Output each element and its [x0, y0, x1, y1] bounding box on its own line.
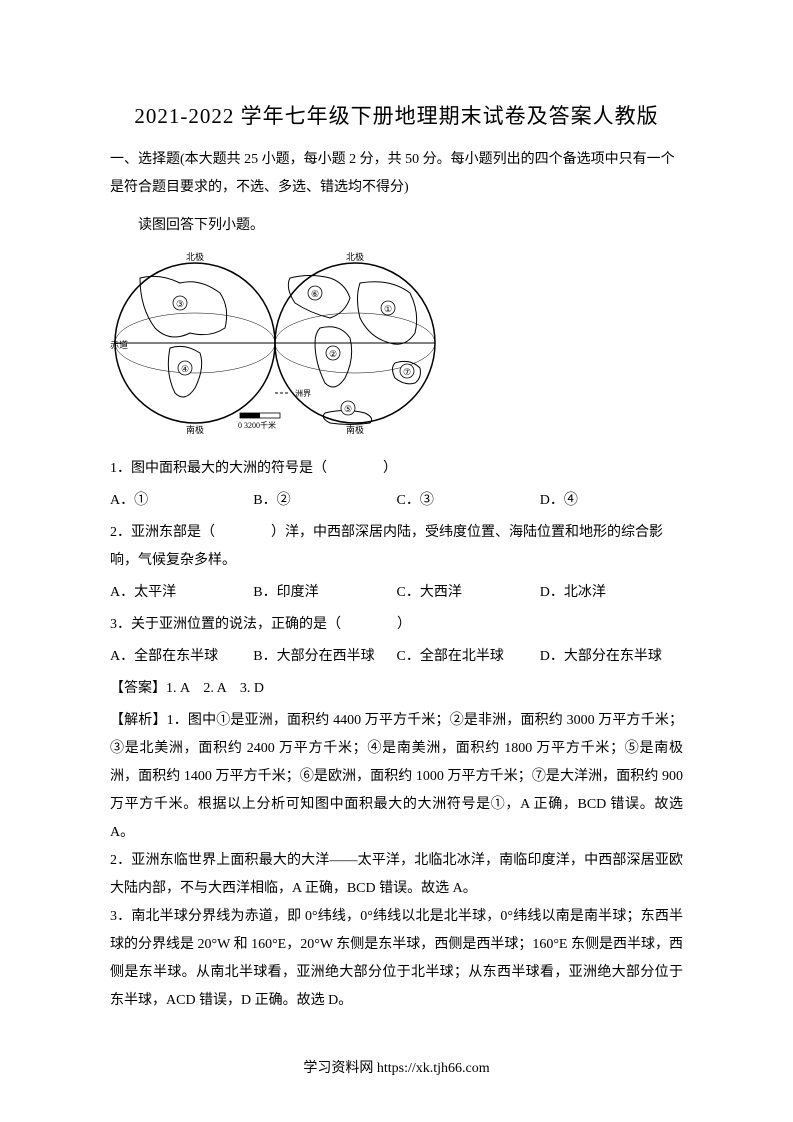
explanation-2: 2．亚洲东临世界上面积最大的大洋——太平洋，北临北冰洋，南临印度洋，中西部深居亚…: [110, 847, 683, 903]
q2-option-d: D．北冰洋: [540, 579, 683, 607]
map-label-7: ⑦: [403, 367, 411, 377]
q1-option-c: C．③: [397, 487, 540, 515]
q2-option-c: C．大西洋: [397, 579, 540, 607]
scale-label: 0 3200千米: [238, 420, 276, 430]
question-3-options: A．全部在东半球 B．大部分在西半球 C．全部在北半球 D．大部分在东半球: [110, 643, 683, 671]
q1-option-d: D．④: [540, 487, 683, 515]
legend-label: 洲界: [295, 389, 311, 398]
question-1-options: A．① B．② C．③ D．④: [110, 487, 683, 515]
map-label-5: ⑤: [344, 404, 352, 414]
q3-option-b: B．大部分在西半球: [253, 643, 396, 671]
page-title: 2021-2022 学年七年级下册地理期末试卷及答案人教版: [110, 100, 683, 130]
explanation-3: 3．南北半球分界线为赤道，即 0°纬线，0°纬线以北是北半球，0°纬线以南是南半…: [110, 903, 683, 1015]
question-2: 2．亚洲东部是（ ）洋，中西部深居内陆，受纬度位置、海陆位置和地形的综合影响，气…: [110, 519, 683, 575]
read-instruction: 读图回答下列小题。: [110, 212, 683, 240]
map-label-2: ②: [329, 349, 337, 359]
q1-option-a: A．①: [110, 487, 253, 515]
answer-block: 【答案】1. A 2. A 3. D: [110, 675, 683, 703]
q3-option-c: C．全部在北半球: [397, 643, 540, 671]
world-map-diagram: 北极 北极 赤道 南极 南极 ③ ④ ⑥ ① ② ⑦ ⑤ 洲界 0 3200千米: [110, 248, 683, 443]
question-1: 1．图中面积最大的大洲的符号是（ ）: [110, 455, 683, 483]
q1-option-b: B．②: [253, 487, 396, 515]
hemisphere-map-svg: 北极 北极 赤道 南极 南极 ③ ④ ⑥ ① ② ⑦ ⑤ 洲界 0 3200千米: [110, 248, 440, 438]
explanation-1: 【解析】1．图中①是亚洲，面积约 4400 万平方千米；②是非洲，面积约 300…: [110, 707, 683, 847]
q3-option-a: A．全部在东半球: [110, 643, 253, 671]
q3-option-d: D．大部分在东半球: [540, 643, 683, 671]
label-equator: 赤道: [110, 339, 128, 350]
label-south-left: 南极: [186, 424, 204, 435]
q2-option-b: B．印度洋: [253, 579, 396, 607]
map-label-1: ①: [384, 304, 392, 314]
question-2-options: A．太平洋 B．印度洋 C．大西洋 D．北冰洋: [110, 579, 683, 607]
map-label-3: ③: [176, 299, 184, 309]
map-label-6: ⑥: [311, 289, 319, 299]
label-south-right: 南极: [346, 424, 364, 435]
map-label-4: ④: [181, 364, 189, 374]
section-intro: 一、选择题(本大题共 25 小题，每小题 2 分，共 50 分。每小题列出的四个…: [110, 146, 683, 202]
label-north-left: 北极: [186, 251, 204, 262]
page-footer: 学习资料网 https://xk.tjh66.com: [0, 1057, 793, 1077]
q2-option-a: A．太平洋: [110, 579, 253, 607]
question-3: 3．关于亚洲位置的说法，正确的是（ ）: [110, 611, 683, 639]
label-north-right: 北极: [346, 251, 364, 262]
